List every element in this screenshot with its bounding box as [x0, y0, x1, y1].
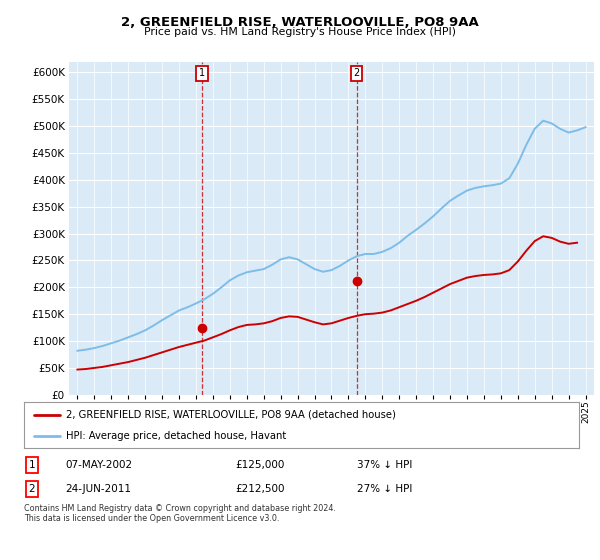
- Text: Price paid vs. HM Land Registry's House Price Index (HPI): Price paid vs. HM Land Registry's House …: [144, 27, 456, 37]
- Text: 1: 1: [199, 68, 205, 78]
- Text: 37% ↓ HPI: 37% ↓ HPI: [357, 460, 412, 470]
- Text: £125,000: £125,000: [235, 460, 284, 470]
- Text: 2: 2: [353, 68, 359, 78]
- Text: 24-JUN-2011: 24-JUN-2011: [65, 484, 131, 494]
- Text: 1: 1: [28, 460, 35, 470]
- Text: HPI: Average price, detached house, Havant: HPI: Average price, detached house, Hava…: [65, 431, 286, 441]
- Text: 2: 2: [28, 484, 35, 494]
- Text: 27% ↓ HPI: 27% ↓ HPI: [357, 484, 412, 494]
- Text: £212,500: £212,500: [235, 484, 284, 494]
- Text: 2, GREENFIELD RISE, WATERLOOVILLE, PO8 9AA: 2, GREENFIELD RISE, WATERLOOVILLE, PO8 9…: [121, 16, 479, 29]
- Text: 2, GREENFIELD RISE, WATERLOOVILLE, PO8 9AA (detached house): 2, GREENFIELD RISE, WATERLOOVILLE, PO8 9…: [65, 410, 395, 420]
- Text: Contains HM Land Registry data © Crown copyright and database right 2024.
This d: Contains HM Land Registry data © Crown c…: [24, 504, 336, 524]
- Text: 07-MAY-2002: 07-MAY-2002: [65, 460, 133, 470]
